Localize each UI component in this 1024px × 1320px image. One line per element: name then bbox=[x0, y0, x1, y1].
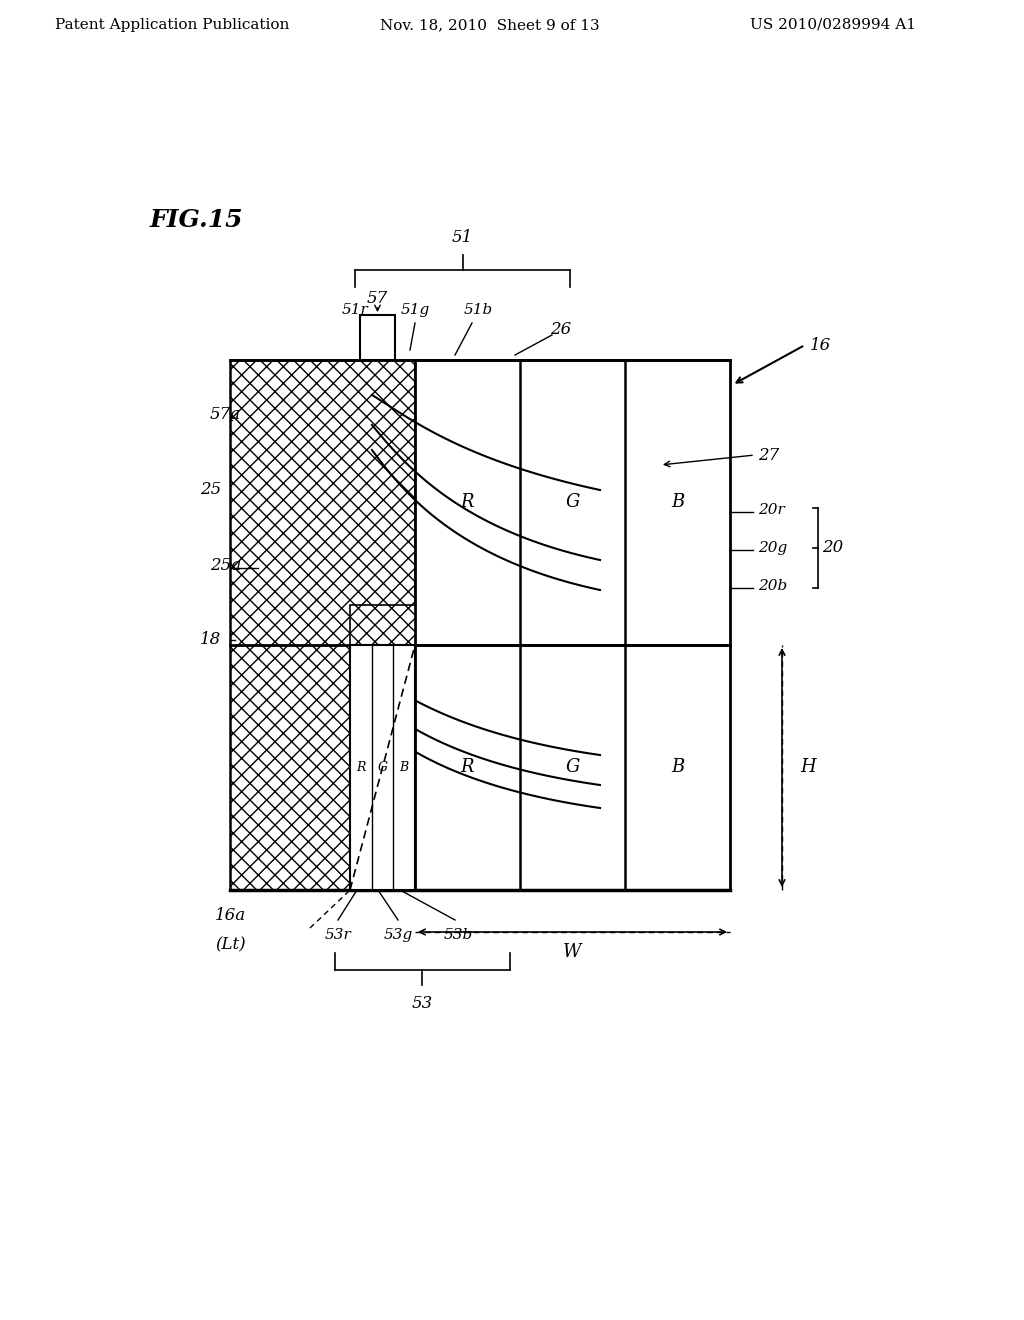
Text: R: R bbox=[461, 494, 474, 511]
Text: 53b: 53b bbox=[443, 928, 473, 942]
Text: 18: 18 bbox=[200, 631, 221, 648]
Text: 53r: 53r bbox=[325, 928, 351, 942]
Text: 57a: 57a bbox=[210, 407, 241, 424]
Text: 16: 16 bbox=[810, 337, 831, 354]
Text: (Lt): (Lt) bbox=[215, 936, 246, 953]
Text: 20g: 20g bbox=[758, 541, 787, 554]
Text: 16a: 16a bbox=[215, 907, 246, 924]
Text: R: R bbox=[356, 762, 366, 774]
Text: 53g: 53g bbox=[383, 928, 413, 942]
Text: 51g: 51g bbox=[400, 304, 430, 317]
Text: R: R bbox=[461, 759, 474, 776]
Text: 51: 51 bbox=[452, 228, 473, 246]
Text: W: W bbox=[563, 942, 582, 961]
Text: FIG.15: FIG.15 bbox=[150, 209, 244, 232]
Text: B: B bbox=[399, 762, 409, 774]
Text: H: H bbox=[800, 759, 816, 776]
Text: US 2010/0289994 A1: US 2010/0289994 A1 bbox=[750, 18, 916, 32]
Text: B: B bbox=[671, 494, 684, 511]
Text: 53: 53 bbox=[412, 994, 433, 1011]
Text: Patent Application Publication: Patent Application Publication bbox=[55, 18, 290, 32]
Bar bbox=[415, 645, 730, 890]
Text: B: B bbox=[671, 759, 684, 776]
Text: 25: 25 bbox=[200, 482, 221, 499]
Text: 20r: 20r bbox=[758, 503, 784, 517]
Text: G: G bbox=[565, 759, 580, 776]
Text: G: G bbox=[565, 494, 580, 511]
Text: 25a: 25a bbox=[210, 557, 241, 573]
Bar bbox=[350, 645, 415, 890]
Bar bbox=[415, 360, 730, 645]
Text: 20: 20 bbox=[822, 540, 843, 557]
Bar bbox=[350, 605, 415, 645]
Text: 26: 26 bbox=[550, 322, 571, 338]
Text: 20b: 20b bbox=[758, 579, 787, 593]
Bar bbox=[360, 315, 395, 360]
Text: G: G bbox=[378, 762, 387, 774]
Text: 51r: 51r bbox=[342, 304, 369, 317]
Text: Nov. 18, 2010  Sheet 9 of 13: Nov. 18, 2010 Sheet 9 of 13 bbox=[380, 18, 600, 32]
Bar bbox=[230, 360, 415, 890]
Text: 57: 57 bbox=[367, 289, 388, 306]
Text: 51b: 51b bbox=[464, 304, 493, 317]
Text: 27: 27 bbox=[758, 446, 779, 463]
